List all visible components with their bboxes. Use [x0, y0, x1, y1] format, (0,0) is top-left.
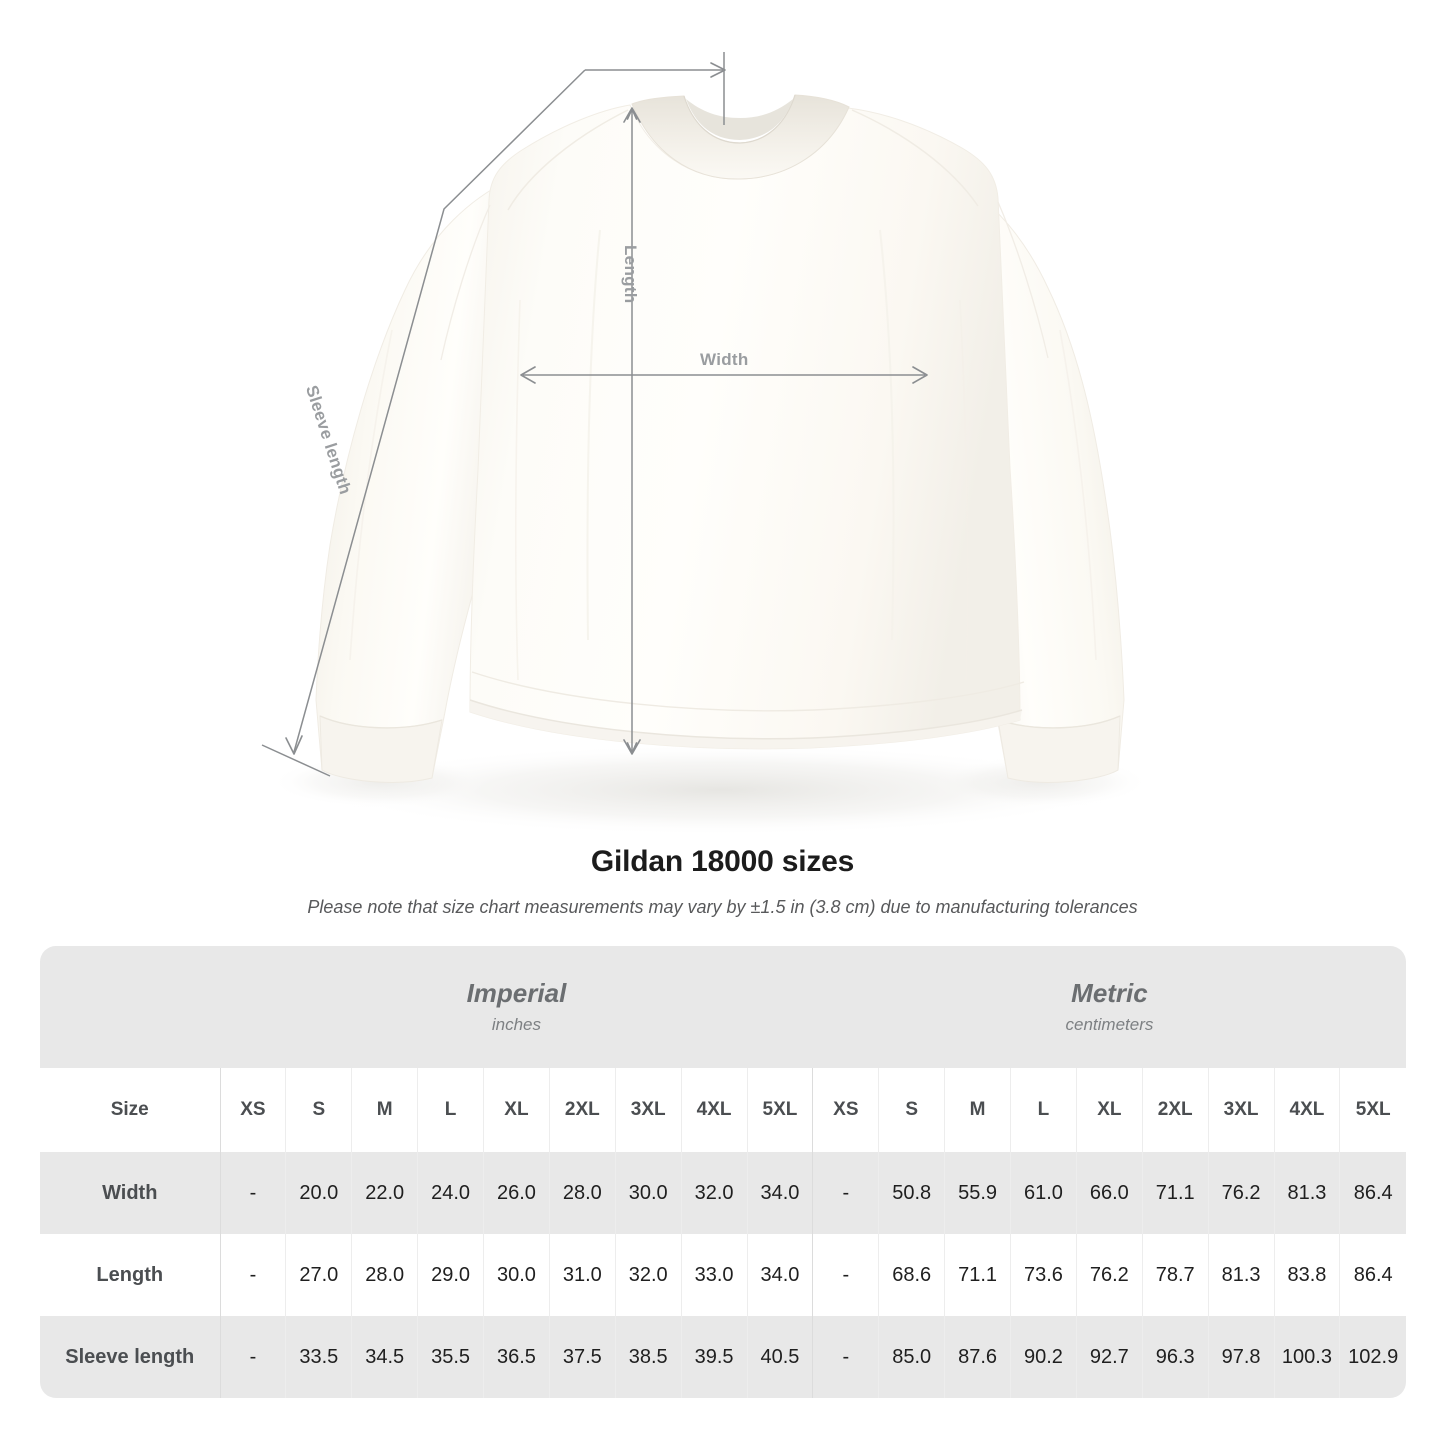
row-label-width: Width [40, 1152, 220, 1234]
cell-sleeve-length-metric-4xl: 100.3 [1273, 1316, 1340, 1398]
title-block: Gildan 18000 sizes Please note that size… [0, 845, 1445, 918]
cell-width-metric-2xl: 71.1 [1141, 1152, 1209, 1234]
cell-sleeve-length-metric-xs: - [812, 1316, 879, 1398]
cell-width-imperial-3xl: 30.0 [614, 1152, 682, 1234]
unit-subtitle: centimeters [1065, 1015, 1154, 1035]
size-header-cell-metric-5xl: 5XL [1339, 1068, 1406, 1152]
cell-width-metric-s: 50.8 [878, 1152, 945, 1234]
cell-sleeve-length-imperial-s: 33.5 [285, 1316, 352, 1398]
cell-width-imperial-m: 22.0 [351, 1152, 418, 1234]
cell-length-imperial-xl: 30.0 [483, 1234, 550, 1316]
cell-width-metric-m: 55.9 [944, 1152, 1011, 1234]
cell-width-imperial-4xl: 32.0 [680, 1152, 747, 1234]
size-header-cell-imperial-xs: XS [219, 1068, 286, 1152]
size-header-cell-metric-m: M [944, 1068, 1011, 1152]
size-header-cell-imperial-2xl: 2XL [548, 1068, 616, 1152]
cell-sleeve-length-imperial-2xl: 37.5 [548, 1316, 616, 1398]
unit-banner-imperial: Imperial inches [220, 946, 813, 1068]
cell-sleeve-length-metric-l: 90.2 [1010, 1316, 1077, 1398]
table-row: Length -27.0 28.0 29.0 30.0 31.0 32.0 33.0 34.0-… [40, 1234, 1406, 1316]
size-header-row: Size XS S M L XL 2XL 3XL 4XL 5XL XS S M L XL 2XL 3XL 4XL 5… [40, 1068, 1406, 1152]
cell-sleeve-length-metric-3xl: 97.8 [1207, 1316, 1275, 1398]
cell-length-metric-l: 73.6 [1010, 1234, 1077, 1316]
cell-sleeve-length-imperial-3xl: 38.5 [614, 1316, 682, 1398]
size-header-cell-metric-3xl: 3XL [1207, 1068, 1275, 1152]
unit-name: Imperial [466, 977, 567, 1008]
cell-length-metric-s: 68.6 [878, 1234, 945, 1316]
size-header-cell-metric-4xl: 4XL [1273, 1068, 1340, 1152]
cell-length-imperial-m: 28.0 [351, 1234, 418, 1316]
cell-sleeve-length-imperial-l: 35.5 [417, 1316, 484, 1398]
cell-width-metric-l: 61.0 [1010, 1152, 1077, 1234]
cell-width-metric-3xl: 76.2 [1207, 1152, 1275, 1234]
size-header-cell-metric-2xl: 2XL [1141, 1068, 1209, 1152]
size-header-cell-imperial-xl: XL [483, 1068, 550, 1152]
size-header-cell-metric-xs: XS [812, 1068, 879, 1152]
page-title: Gildan 18000 sizes [590, 845, 855, 878]
cell-length-metric-2xl: 78.7 [1141, 1234, 1209, 1316]
cell-length-imperial-l: 29.0 [417, 1234, 484, 1316]
size-header-cell-imperial-5xl: 5XL [746, 1068, 813, 1152]
cell-length-imperial-s: 27.0 [285, 1234, 352, 1316]
cell-sleeve-length-imperial-4xl: 39.5 [680, 1316, 747, 1398]
cell-width-imperial-xs: - [219, 1152, 286, 1234]
size-header-cell-metric-xl: XL [1075, 1068, 1143, 1152]
size-header-cell-metric-l: L [1010, 1068, 1077, 1152]
cell-width-metric-xl: 66.0 [1075, 1152, 1143, 1234]
cell-width-metric-5xl: 86.4 [1339, 1152, 1406, 1234]
garment-measurement-diagram: Length Width Sleeve length [261, 52, 1150, 836]
cell-length-imperial-4xl: 33.0 [680, 1234, 747, 1316]
cell-length-metric-4xl: 83.8 [1273, 1234, 1340, 1316]
cell-width-imperial-5xl: 34.0 [746, 1152, 813, 1234]
cell-length-metric-xs: - [812, 1234, 879, 1316]
cell-length-imperial-xs: - [219, 1234, 286, 1316]
cell-sleeve-length-metric-5xl: 102.9 [1339, 1316, 1406, 1398]
cell-length-imperial-3xl: 32.0 [614, 1234, 682, 1316]
size-chart-table: Imperial inches Metric centimeters Size XS S M L… [40, 946, 1406, 1398]
cell-sleeve-length-imperial-m: 34.5 [351, 1316, 418, 1398]
unit-banner-metric: Metric centimeters [812, 946, 1406, 1068]
width-label: Width [700, 350, 749, 369]
row-label-length: Length [40, 1234, 220, 1316]
size-header-cell-imperial-3xl: 3XL [614, 1068, 682, 1152]
length-label: Length [621, 245, 640, 304]
cell-width-imperial-2xl: 28.0 [548, 1152, 616, 1234]
cell-length-metric-m: 71.1 [944, 1234, 1011, 1316]
cell-width-imperial-s: 20.0 [285, 1152, 352, 1234]
cell-length-imperial-5xl: 34.0 [746, 1234, 813, 1316]
cell-sleeve-length-metric-2xl: 96.3 [1141, 1316, 1209, 1398]
cell-width-imperial-xl: 26.0 [483, 1152, 550, 1234]
unit-subtitle: inches [491, 1015, 542, 1035]
size-header-cell-imperial-m: M [351, 1068, 418, 1152]
unit-banner-spacer [40, 946, 220, 1068]
unit-name: Metric [1071, 977, 1148, 1008]
cell-sleeve-length-imperial-xs: - [219, 1316, 286, 1398]
size-header-cell-imperial-l: L [417, 1068, 484, 1152]
cell-length-metric-3xl: 81.3 [1207, 1234, 1275, 1316]
cell-sleeve-length-metric-xl: 92.7 [1075, 1316, 1143, 1398]
cell-length-metric-xl: 76.2 [1075, 1234, 1143, 1316]
size-header-cell-imperial-s: S [285, 1068, 352, 1152]
row-label-sleeve-length: Sleeve length [40, 1316, 220, 1398]
size-header-label: Size [40, 1068, 220, 1152]
sweatshirt-illustration [261, 52, 1150, 836]
cell-sleeve-length-metric-s: 85.0 [878, 1316, 945, 1398]
table-row: Sleeve length -33.5 34.5 35.5 36.5 37.5 38.5 39… [40, 1316, 1406, 1398]
tolerance-note: Please note that size chart measurements… [307, 897, 1138, 917]
cell-length-metric-5xl: 86.4 [1339, 1234, 1406, 1316]
cell-sleeve-length-imperial-xl: 36.5 [483, 1316, 550, 1398]
cell-width-metric-4xl: 81.3 [1273, 1152, 1340, 1234]
cell-width-imperial-l: 24.0 [417, 1152, 484, 1234]
size-chart-table-wrapper: Imperial inches Metric centimeters Size XS S M L… [40, 946, 1406, 1398]
sleeve-measure-line [293, 69, 586, 753]
size-header-cell-imperial-4xl: 4XL [680, 1068, 747, 1152]
size-header-cell-metric-s: S [878, 1068, 945, 1152]
cell-length-imperial-2xl: 31.0 [548, 1234, 616, 1316]
table-row: Width -20.0 22.0 24.0 26.0 28.0 30.0 32.0 34.0-5… [40, 1152, 1406, 1234]
unit-banner-row: Imperial inches Metric centimeters [40, 946, 1406, 1068]
cell-sleeve-length-metric-m: 87.6 [944, 1316, 1011, 1398]
cell-sleeve-length-imperial-5xl: 40.5 [746, 1316, 813, 1398]
cell-width-metric-xs: - [812, 1152, 879, 1234]
